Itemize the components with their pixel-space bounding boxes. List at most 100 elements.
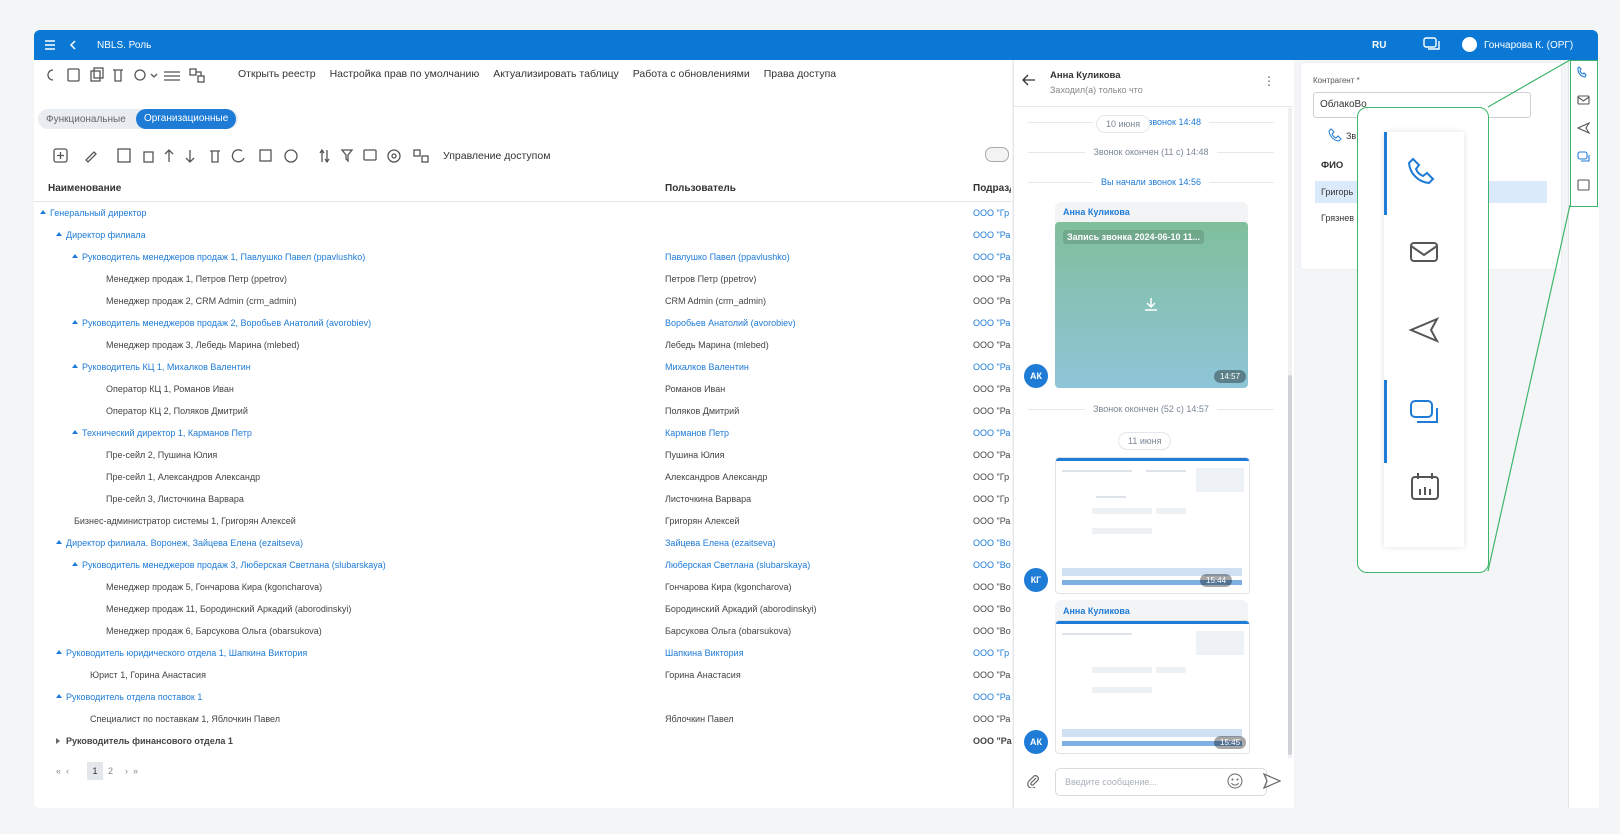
- table-row[interactable]: Специалист по поставкам 1, Яблочкин Паве…: [34, 709, 1012, 731]
- table-row[interactable]: Оператор КЦ 2, Поляков Дмитрий Поляков Дм…: [34, 401, 1012, 423]
- role-name: Пре-сейл 1, Александров Александр: [106, 472, 261, 482]
- screenshot[interactable]: [1055, 457, 1250, 594]
- department: ООО "Ра: [973, 340, 1011, 350]
- table-row[interactable]: Руководитель юридического отдела 1, Шапк…: [34, 643, 1012, 665]
- file-name: Запись звонка 2024-06-10 11...: [1063, 230, 1205, 244]
- page-current[interactable]: 1: [87, 762, 103, 780]
- lang-switch[interactable]: RU: [1372, 40, 1387, 51]
- send-icon[interactable]: [1263, 773, 1281, 789]
- scrollbar[interactable]: [1288, 375, 1292, 755]
- collapse-arrow[interactable]: [56, 232, 62, 236]
- tab[interactable]: Функциональные: [46, 114, 126, 125]
- collapse-arrow[interactable]: [72, 254, 78, 258]
- collapse-arrow[interactable]: [72, 430, 78, 434]
- table-row[interactable]: Менеджер продаж 6, Барсукова Ольга (obar…: [34, 621, 1012, 643]
- contact-row[interactable]: Грязнев: [1321, 213, 1355, 223]
- department: ООО "Во: [973, 582, 1011, 592]
- sidebar-icons[interactable]: [1575, 64, 1593, 204]
- expand-arrow[interactable]: [56, 738, 60, 744]
- toolbar-button[interactable]: Актуализировать таблицу: [493, 68, 619, 80]
- emoji-icon[interactable]: [1227, 773, 1243, 789]
- chat-icon[interactable]: [1423, 37, 1441, 53]
- toolbar-button[interactable]: Настройка прав по умолчанию: [329, 68, 480, 80]
- collapse-arrow[interactable]: [72, 364, 78, 368]
- toolbar-button[interactable]: Права доступа: [763, 68, 837, 80]
- table-row[interactable]: Руководитель менеджеров продаж 2, Воробь…: [34, 313, 1012, 335]
- table-row[interactable]: Бизнес-администратор системы 1, Григорян…: [34, 511, 1012, 533]
- collapse-arrow[interactable]: [56, 540, 62, 544]
- toggle[interactable]: [985, 147, 1009, 162]
- table-row[interactable]: Руководитель КЦ 1, Михалков Валентин Миха…: [34, 357, 1012, 379]
- department: ООО "Ра: [973, 406, 1011, 416]
- access-menu[interactable]: Управление доступом: [443, 150, 551, 162]
- tab-active[interactable]: Организационные: [136, 109, 237, 129]
- pager-arrows[interactable]: « ‹: [56, 766, 70, 776]
- table-row[interactable]: Директор филиала. Воронеж, Зайцева Елена…: [34, 533, 1012, 555]
- collapse-arrow[interactable]: [40, 210, 46, 214]
- table-row[interactable]: Пре-сейл 1, Александров Александр Алексан…: [34, 467, 1012, 489]
- column-header[interactable]: Наименование: [48, 183, 122, 194]
- user-name[interactable]: Гончарова К. (ОРГ): [1484, 40, 1574, 51]
- call-button[interactable]: Зв: [1346, 131, 1357, 141]
- toolbar-button[interactable]: Открыть реестр: [238, 68, 316, 80]
- contact-row[interactable]: Григорь: [1321, 187, 1354, 197]
- department: ООО "Ра: [973, 714, 1011, 724]
- user-name: Зайцева Елена (ezaitseva): [665, 538, 776, 548]
- department: ООО "Ра: [973, 318, 1011, 328]
- call-event-text: Вы начали звонок 14:48: [1093, 117, 1209, 127]
- role-name: Руководитель менеджеров продаж 1, Павлуш…: [82, 252, 366, 262]
- menu-icons[interactable]: [44, 38, 84, 52]
- table-row[interactable]: Менеджер продаж 5, Гончарова Кира (kgonc…: [34, 577, 1012, 599]
- screenshot[interactable]: [1055, 620, 1250, 754]
- table-row[interactable]: Директор филиала ООО "Ра: [34, 225, 1012, 247]
- column-header[interactable]: Подразд: [973, 183, 1011, 194]
- collapse-arrow[interactable]: [56, 694, 62, 698]
- phone-icon[interactable]: [1328, 128, 1342, 142]
- table-row[interactable]: Менеджер продаж 1, Петров Петр (ppetrov)…: [34, 269, 1012, 291]
- download-icon[interactable]: [1143, 296, 1159, 312]
- column-header[interactable]: Пользователь: [665, 183, 736, 194]
- app-title: NBLS. Роль: [97, 40, 152, 51]
- role-name: Бизнес-администратор системы 1, Григорян…: [74, 516, 296, 526]
- toolbar-icons[interactable]: [44, 66, 234, 84]
- department: ООО "Гр: [973, 648, 1010, 658]
- table-row[interactable]: Менеджер продаж 3, Лебедь Марина (mlebed…: [34, 335, 1012, 357]
- message-time: 15:45: [1214, 736, 1247, 749]
- user-avatar[interactable]: [1462, 37, 1477, 52]
- attach-icon[interactable]: [1026, 774, 1040, 788]
- table-row[interactable]: Менеджер продаж 11, Бородинский Аркадий …: [34, 599, 1012, 621]
- department: ООО "Ра: [973, 450, 1011, 460]
- collapse-arrow[interactable]: [72, 562, 78, 566]
- avatar: АК: [1024, 364, 1048, 388]
- back-icon[interactable]: [1022, 74, 1036, 86]
- collapse-arrow[interactable]: [56, 650, 62, 654]
- table-row[interactable]: Оператор КЦ 1, Романов Иван Романов Иван О…: [34, 379, 1012, 401]
- collapse-arrow[interactable]: [72, 320, 78, 324]
- table-row[interactable]: Руководитель менеджеров продаж 3, Люберс…: [34, 555, 1012, 577]
- table-row[interactable]: Пре-сейл 2, Пушина Юлия Пушина Юлия ООО "Р…: [34, 445, 1012, 467]
- table-body: Генеральный директор ООО "Гр Директор фили…: [34, 203, 1012, 763]
- user-name: Воробьев Анатолий (avorobiev): [665, 318, 796, 328]
- table-row[interactable]: Менеджер продаж 2, CRM Admin (crm_admin)…: [34, 291, 1012, 313]
- role-name: Руководитель отдела поставок 1: [66, 692, 203, 702]
- department: ООО "Гр: [973, 208, 1010, 218]
- department: ООО "Гр: [973, 494, 1010, 504]
- pager-arrows[interactable]: › »: [125, 766, 139, 776]
- table-row[interactable]: Руководитель менеджеров продаж 1, Павлуш…: [34, 247, 1012, 269]
- zoom-icons: [1407, 157, 1440, 500]
- page[interactable]: 2: [108, 766, 114, 776]
- kebab[interactable]: ⋮: [1263, 74, 1275, 88]
- table-row[interactable]: Генеральный директор ООО "Гр: [34, 203, 1012, 225]
- subtoolbar-icons[interactable]: [52, 146, 437, 166]
- table-row[interactable]: Технический директор 1, Карманов Петр Кар…: [34, 423, 1012, 445]
- user-name: Лебедь Марина (mlebed): [665, 340, 769, 350]
- table-row[interactable]: Руководитель финансового отдела 1 ООО "Ра: [34, 731, 1012, 753]
- toolbar-button[interactable]: Работа с обновлениями: [632, 68, 750, 80]
- department: ООО "Ра: [973, 736, 1012, 746]
- table-row[interactable]: Пре-сейл 3, Листочкина Варвара Листочкина…: [34, 489, 1012, 511]
- message-author: Анна Куликова: [1063, 606, 1130, 616]
- department: ООО "Во: [973, 626, 1011, 636]
- table-row[interactable]: Юрист 1, Горина Анастасия Горина Анастаси…: [34, 665, 1012, 687]
- table-row[interactable]: Руководитель отдела поставок 1 ООО "Ра: [34, 687, 1012, 709]
- top-bar: [34, 30, 1598, 60]
